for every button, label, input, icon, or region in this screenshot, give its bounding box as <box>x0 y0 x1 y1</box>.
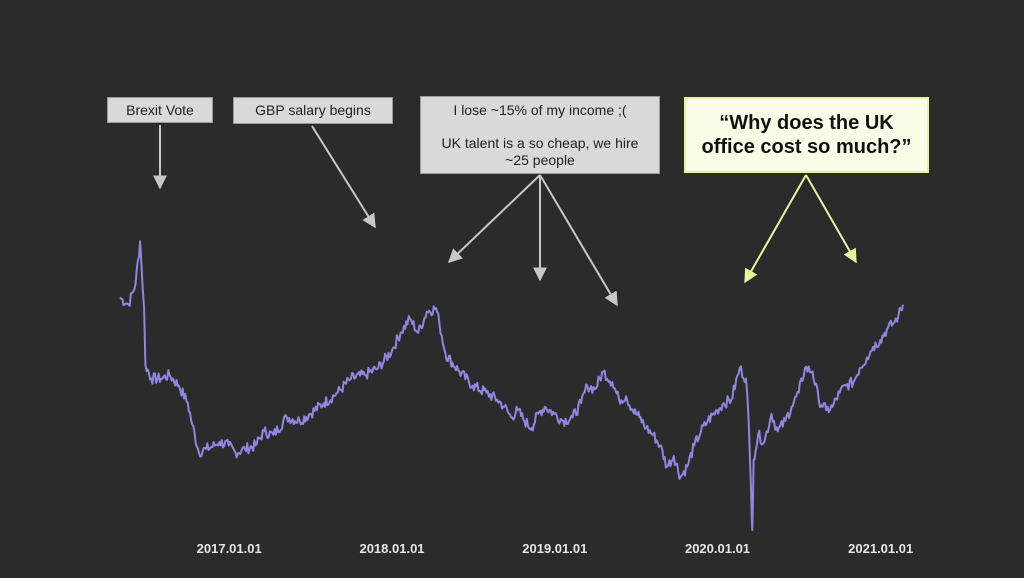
income-loss-annotation: I lose ~15% of my income ;( UK talent is… <box>420 96 660 174</box>
x-tick-label: 2019.01.01 <box>522 541 588 556</box>
x-tick-label: 2018.01.01 <box>359 541 425 556</box>
income-arrow-left <box>447 174 541 263</box>
salary-begins-label: GBP salary begins <box>255 102 371 118</box>
income-arrow-right <box>539 174 618 307</box>
brexit-vote-annotation: Brexit Vote <box>107 97 213 123</box>
x-tick-label: 2017.01.01 <box>196 541 262 556</box>
quote-line1: “Why does the UK <box>719 112 894 134</box>
series-line <box>119 240 904 531</box>
quote-arrow-left <box>744 174 807 284</box>
x-tick-label: 2020.01.01 <box>684 541 751 556</box>
salary-arrow <box>311 125 376 229</box>
income-loss-line2: UK talent is a so cheap, we hire <box>441 134 639 151</box>
brexit-vote-label: Brexit Vote <box>126 101 194 118</box>
quote-line2: office cost so much?” <box>701 136 912 158</box>
income-loss-line3: ~25 people <box>505 151 575 168</box>
x-tick-label: 2021.01.01 <box>848 541 914 556</box>
annotation-arrows <box>153 125 857 307</box>
income-loss-line1: I lose ~15% of my income ;( <box>453 101 627 118</box>
salary-begins-annotation: GBP salary begins <box>233 97 393 124</box>
quote-arrow-right <box>805 174 857 264</box>
uk-office-cost-quote: “Why does the UK office cost so much?” <box>684 97 929 173</box>
